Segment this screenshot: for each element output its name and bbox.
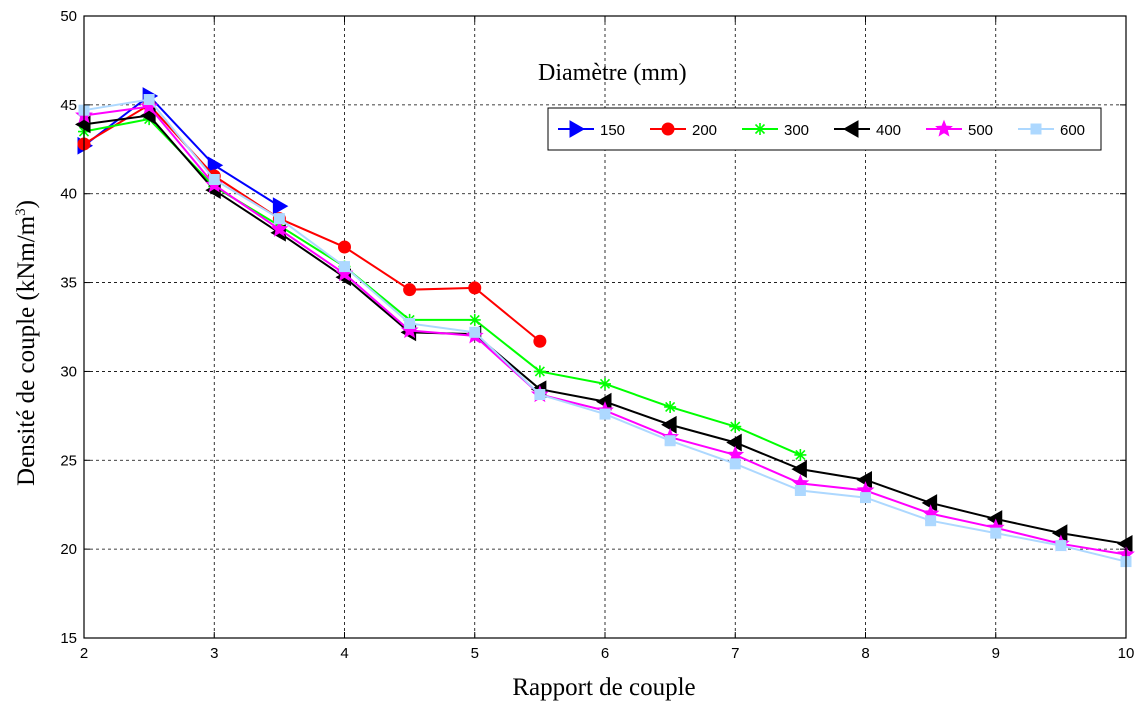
x-tick-label: 4: [340, 645, 348, 662]
y-axis-title-end: ): [13, 200, 40, 208]
x-tick-label: 10: [1118, 645, 1135, 662]
data-point-600: [208, 173, 220, 185]
legend-label: 600: [1060, 122, 1085, 139]
data-point-300: [794, 448, 807, 461]
y-tick-label: 40: [60, 186, 77, 203]
data-point-500: [140, 97, 159, 115]
data-point-600: [599, 408, 611, 420]
y-tick-label: 35: [60, 275, 77, 292]
legend-marker: [1030, 123, 1042, 135]
legend-label: 400: [876, 122, 901, 139]
series-400: [74, 106, 1133, 553]
data-point-200: [403, 283, 417, 297]
legend-marker: [935, 119, 953, 137]
legend-item-500: 500: [926, 119, 993, 139]
data-point-600: [860, 492, 871, 504]
data-point-400: [661, 415, 677, 434]
legend-marker: [661, 122, 675, 136]
legend-item-600: 600: [1018, 122, 1085, 139]
x-tick-label: 7: [731, 645, 739, 662]
legend-label: 300: [784, 122, 809, 139]
legend-item-200: 200: [650, 122, 717, 139]
x-tick-label: 3: [210, 645, 218, 662]
series-line-300: [83, 117, 801, 456]
legend-item-400: 400: [834, 120, 901, 139]
data-point-600: [794, 484, 806, 496]
y-axis-title-superscript: 3: [13, 208, 29, 216]
x-axis-ticks: 2 3 4 5 6 7 8 9 10: [80, 16, 1135, 662]
data-point-600: [925, 515, 937, 527]
series-600: [78, 94, 1132, 568]
legend-label: 200: [692, 122, 717, 139]
data-point-300: [664, 400, 677, 413]
x-tick-label: 9: [992, 645, 1000, 662]
legend-label: 150: [600, 122, 625, 139]
x-tick-label: 8: [861, 645, 869, 662]
data-point-400: [791, 460, 807, 479]
y-tick-label: 25: [60, 452, 77, 469]
legend-marker: [569, 120, 586, 138]
data-point-500: [400, 321, 419, 339]
legend-item-150: 150: [558, 120, 625, 139]
x-tick-label: 5: [471, 645, 479, 662]
data-point-300: [533, 365, 546, 378]
data-point-300: [729, 420, 742, 433]
legend-label: 500: [968, 122, 993, 139]
data-point-200: [533, 334, 547, 348]
y-axis-title: Densité de couple (kNm/m3): [13, 200, 40, 486]
x-tick-label: 2: [80, 645, 88, 662]
data-point-600: [1055, 540, 1067, 552]
data-point-500: [270, 219, 289, 237]
legend-box: [547, 107, 1102, 151]
y-axis-ticks: 15 20 25 30 35 40 45 50: [60, 8, 1126, 647]
data-point-600: [534, 389, 546, 401]
legend-item-300: 300: [742, 122, 809, 139]
y-tick-label: 30: [60, 363, 77, 380]
legend-marker: [842, 120, 859, 138]
legend-annotation: Diamètre (mm): [538, 60, 687, 86]
data-point-600: [664, 435, 676, 447]
data-point-300: [468, 313, 481, 326]
data-point-200: [468, 281, 482, 295]
series-200: [77, 98, 547, 348]
data-point-600: [143, 94, 155, 106]
data-point-600: [990, 527, 1002, 539]
x-axis-title: Rapport de couple: [512, 674, 695, 701]
data-point-200: [338, 240, 351, 254]
series-300: [78, 113, 807, 461]
x-tick-label: 6: [601, 645, 609, 662]
data-point-600: [729, 458, 741, 470]
series-line-200: [83, 103, 541, 342]
data-point-600: [404, 317, 416, 329]
data-point-150: [207, 156, 224, 175]
data-point-600: [273, 213, 285, 225]
y-tick-label: 20: [60, 541, 77, 558]
data-point-400: [726, 433, 742, 452]
data-point-150: [272, 197, 289, 216]
data-point-600: [469, 326, 481, 338]
series-layer: [74, 87, 1135, 568]
data-point-300: [599, 377, 611, 390]
y-tick-label: 15: [60, 630, 77, 647]
legend-marker: [754, 123, 766, 135]
y-axis-title-main: Densité de couple (kNm/m: [13, 215, 40, 486]
data-point-600: [339, 261, 350, 273]
legend: 150 200 300 400 500 600: [547, 107, 1102, 151]
y-tick-label: 50: [60, 8, 77, 25]
y-tick-label: 45: [60, 97, 77, 114]
